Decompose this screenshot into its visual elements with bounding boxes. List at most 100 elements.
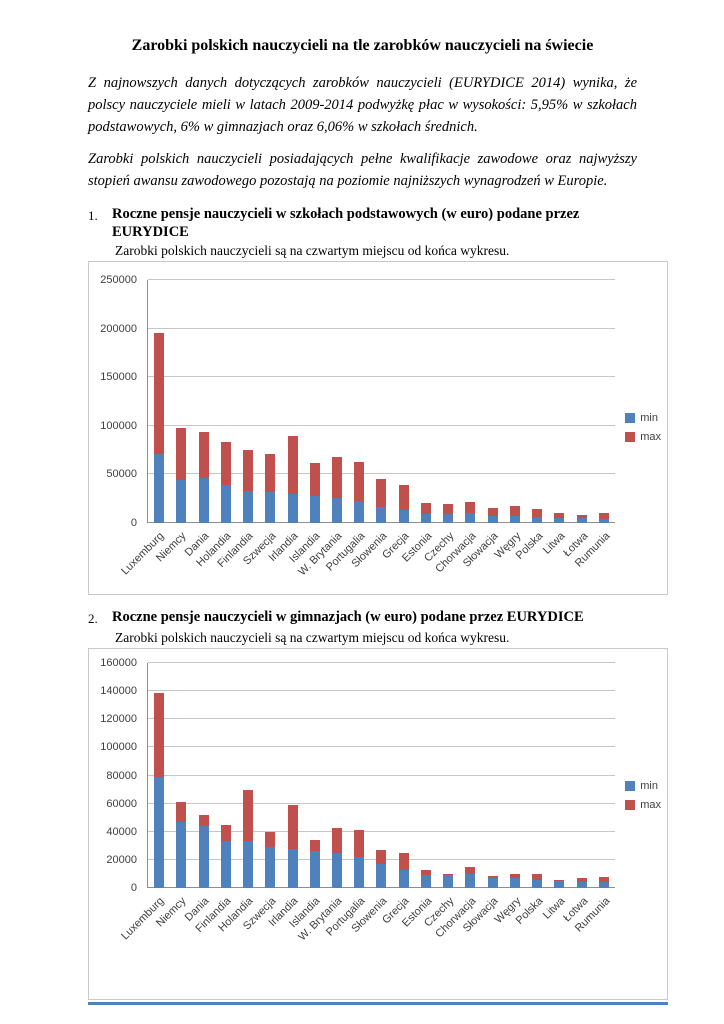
bar-segment-min [220,840,231,888]
bar-segment-min [376,864,387,888]
bar-segment-max [287,805,298,849]
bar-stack [598,280,609,523]
bar-Szwecja [259,280,281,523]
bar-segment-max [532,509,543,518]
bar-Islandia [304,663,326,888]
y-axis-labels-2: 0 20000 40000 60000 80000 100000 120000 140000 1… [89,657,143,894]
bar-segment-min [287,493,298,523]
bar-segment-max [354,830,365,858]
bar-segment-min [487,516,498,523]
bar-segment-min [376,506,387,523]
bar-segment-min [576,518,587,523]
y-tick-label: 160000 [100,657,137,669]
y-tick-label: 0 [130,882,137,894]
plot-area-1 [147,279,615,523]
bar-segment-max [243,450,254,491]
x-axis-labels-2: Luxemburg Niemcy Dania Finlandia Holandia Szw… [119,890,615,975]
bar-stack [376,280,387,523]
chart-caption-1: Zarobki polskich nauczycieli są na czwar… [115,243,510,258]
bar-stack [532,280,543,523]
bar-Dania [192,280,214,523]
list-number-2: 2. [88,611,98,626]
legend-swatch-max [625,432,636,442]
gridline [148,473,615,475]
bar-segment-max [265,831,276,848]
bar-stack [220,663,231,888]
bar-Holandia [215,280,237,523]
bar-segment-max [509,873,520,879]
bar-Irlandia [281,280,303,523]
bar-segment-max [220,824,231,841]
bar-Portugalia [348,663,370,888]
legend-swatch-min [625,413,636,423]
bar-stack [398,663,409,888]
bar-stack [554,280,565,523]
bar-Holandia [237,663,259,888]
bar-segment-max [176,802,187,822]
bar-segment-max [198,814,209,827]
bar-segment-max [443,503,454,515]
bar-segment-min [576,882,587,888]
bar-Czechy [437,280,459,523]
bar-stack [176,663,187,888]
plot-area-2 [147,662,615,888]
gridline [148,690,615,692]
bar-Niemcy [170,663,192,888]
bar-Szwecja [259,663,281,888]
bar-segment-max [220,442,231,486]
y-tick-label: 140000 [100,685,137,698]
y-tick-label: 150000 [100,371,137,384]
bar-stack [487,280,498,523]
bar-stack [265,280,276,523]
y-tick-label: 250000 [100,274,137,286]
bottom-blue-rule [88,1002,668,1005]
bar-stack [576,280,587,523]
bar-stack [154,663,165,888]
bar-Rumunia [593,280,615,523]
bar-stack [398,280,409,523]
bar-segment-min [532,517,543,523]
bar-stack [420,663,431,888]
bar-segment-min [487,878,498,888]
bar-stack [198,280,209,523]
bar-segment-max [309,462,320,496]
bar-segment-min [465,873,476,888]
intro-paragraph-2: Zarobki polskich nauczycieli posiadający… [88,151,637,189]
bar-Grecja [393,663,415,888]
legend-label-min: min [640,412,658,424]
gridline [148,279,615,280]
bar-segment-min [176,480,187,523]
bar-stack [287,663,298,888]
bar-Słowacja [482,663,504,888]
y-axis-labels-1: 0 50000 100000 150000 200000 250000 [89,274,143,529]
bar-stack [576,663,587,888]
bar-Węgry [504,280,526,523]
bar-segment-min [354,500,365,523]
bar-segment-max [420,869,431,876]
chart-primary-schools: 0 50000 100000 150000 200000 250000 Luxemburg… [88,261,668,595]
bar-segment-max [243,789,254,841]
bar-segment-min [509,516,520,523]
bar-stack [243,663,254,888]
bar-Chorwacja [459,280,481,523]
chart-legend-1: min max [625,412,661,443]
bar-segment-max [265,454,276,492]
bar-segment-max [598,513,609,520]
bar-segment-max [287,435,298,494]
bar-stack [509,280,520,523]
bar-Słowenia [370,280,392,523]
bar-stack [354,663,365,888]
gridline [148,662,615,663]
bar-Irlandia [281,663,303,888]
bar-segment-min [331,497,342,523]
bar-stack [265,663,276,888]
gridline [148,327,615,329]
bar-stack [443,663,454,888]
bar-Litwa [548,663,570,888]
y-tick-label: 50000 [106,468,137,481]
bar-segment-min [354,857,365,888]
gridline [148,830,615,832]
legend-label-max: max [640,431,661,443]
bar-stack [487,663,498,888]
